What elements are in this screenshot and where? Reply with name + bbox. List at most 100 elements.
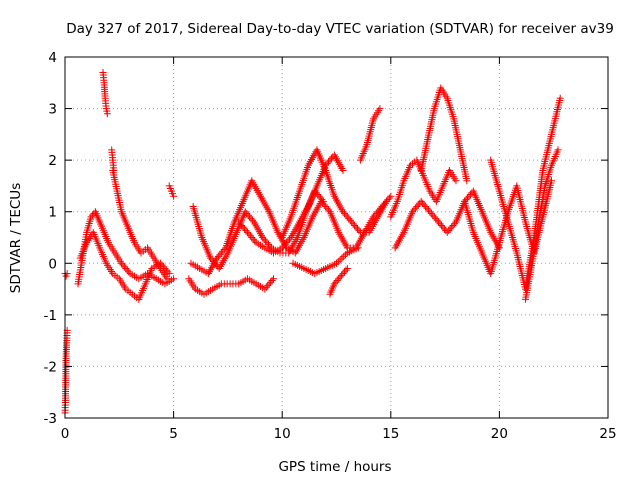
data-point-interp <box>343 213 351 221</box>
data-point-interp <box>325 158 333 166</box>
data-point-interp <box>119 261 127 269</box>
data-point-interp <box>439 223 447 231</box>
data-point <box>87 213 95 221</box>
axis-ticks: 0 5 10 15 20 25 -3 -2 -1 0 1 2 3 4 <box>44 50 617 442</box>
data-point-interp <box>451 220 459 228</box>
data-point-interp <box>353 225 361 233</box>
data-point-interp <box>446 225 454 233</box>
data-point-interp <box>336 256 344 264</box>
data-point-interp <box>424 206 432 214</box>
data-point-interp <box>332 278 340 286</box>
data-point <box>163 275 171 283</box>
data-point-interp <box>326 156 334 164</box>
data-point <box>103 110 111 118</box>
y-tick-label: 4 <box>48 50 57 66</box>
data-point <box>339 270 347 278</box>
data-point-interp <box>246 213 254 221</box>
data-point-interp <box>209 258 217 266</box>
data-point-interp <box>122 264 130 272</box>
data-point <box>417 197 425 205</box>
data-point <box>259 234 267 241</box>
data-point-interp <box>432 215 440 223</box>
data-point-interp <box>251 237 259 245</box>
data-point-interp <box>123 266 131 274</box>
data-point-interp <box>89 211 97 219</box>
data-point-interp <box>262 237 270 245</box>
data-point-interp <box>239 223 247 231</box>
data-point-interp <box>214 252 222 260</box>
data-point-interp <box>340 252 348 260</box>
y-axis-label: SDTVAR / TECUs <box>8 183 24 293</box>
data-point <box>165 270 173 278</box>
data-point-interp <box>263 239 271 247</box>
data-point <box>382 197 390 205</box>
data-point-interp <box>245 230 253 238</box>
data-point-interp <box>466 191 474 199</box>
data-point-interp <box>242 227 250 235</box>
data-point <box>170 275 178 283</box>
data-point <box>556 94 564 102</box>
y-tick-label: -2 <box>44 359 57 375</box>
y-tick-label: 0 <box>48 256 57 272</box>
data-point-interp <box>342 211 350 219</box>
data-point-interp <box>283 239 291 247</box>
data-point-interp <box>244 211 252 219</box>
data-point-interp <box>264 282 272 290</box>
data-point-interp <box>325 206 333 214</box>
data-point-interp <box>436 220 444 228</box>
x-tick-label: 0 <box>61 426 70 442</box>
data-point <box>333 259 340 267</box>
data-point <box>319 197 327 205</box>
data-point-interp <box>262 283 270 291</box>
data-point <box>330 280 338 288</box>
data-point <box>452 177 460 185</box>
data-point-interp <box>423 204 431 212</box>
data-point-interp <box>266 242 274 250</box>
data-point-interp <box>385 194 393 202</box>
data-point <box>409 208 417 216</box>
x-tick-label: 20 <box>491 426 508 442</box>
data-point-interp <box>267 278 275 286</box>
data-point-interp <box>338 254 346 262</box>
data-point-interp <box>346 216 354 224</box>
data-point-interp <box>351 221 359 229</box>
data-point-interp <box>462 196 470 204</box>
y-tick-label: -1 <box>44 308 57 324</box>
data-point-interp <box>340 209 348 217</box>
data-point-interp <box>318 196 326 204</box>
data-points <box>61 68 564 417</box>
data-point-interp <box>323 204 331 212</box>
data-point-interp <box>243 209 251 217</box>
data-point-interp <box>285 235 293 243</box>
data-point-interp <box>220 246 228 254</box>
data-point-interp <box>429 211 437 219</box>
data-point-interp <box>281 240 289 248</box>
data-point-interp <box>208 256 216 264</box>
data-point <box>463 177 471 185</box>
data-point-interp <box>413 203 421 211</box>
data-point-interp <box>464 194 472 202</box>
data-point-interp <box>384 196 392 204</box>
data-point-interp <box>430 213 438 221</box>
data-point <box>207 254 215 262</box>
data-point-interp <box>333 276 341 284</box>
data-point-interp <box>319 199 327 207</box>
data-point-interp <box>265 280 273 288</box>
data-point <box>348 218 356 226</box>
data-point-interp <box>284 237 292 245</box>
data-point-interp <box>120 263 128 271</box>
data-point-interp <box>322 203 330 211</box>
data-point-interp <box>338 271 346 279</box>
data-point-interp <box>342 251 350 259</box>
data-point <box>261 285 269 293</box>
data-point <box>243 228 251 236</box>
data-point-interp <box>241 225 249 233</box>
data-point-interp <box>260 235 268 243</box>
data-point-interp <box>217 249 225 257</box>
data-point-interp <box>410 206 418 214</box>
data-point-interp <box>238 221 246 229</box>
data-point-interp <box>342 266 350 274</box>
y-tick-label: 2 <box>48 153 57 169</box>
y-tick-label: -3 <box>44 411 57 427</box>
data-point-interp <box>349 220 357 228</box>
